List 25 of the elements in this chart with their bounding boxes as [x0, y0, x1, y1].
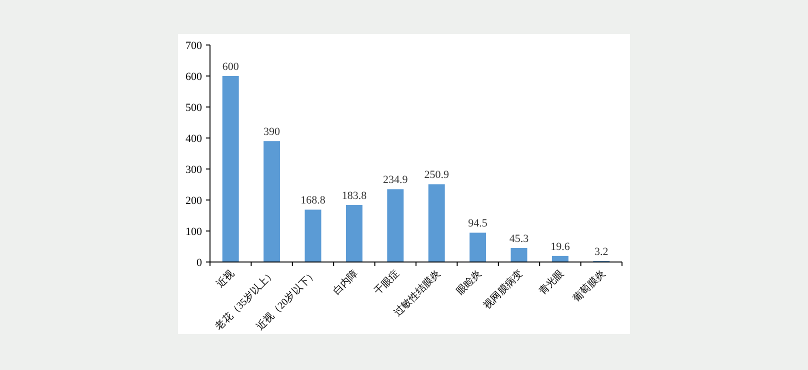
x-tick-label: 白内障: [330, 268, 360, 298]
y-tick-label: 700: [186, 40, 202, 52]
x-tick-label: 青光眼: [536, 268, 566, 298]
x-tick-label: 近视: [214, 268, 237, 290]
x-tick-label: 视网膜病变: [481, 268, 526, 312]
y-tick-label: 500: [186, 102, 202, 114]
data-label: 45.3: [509, 232, 530, 245]
y-tick-label: 400: [186, 133, 202, 145]
data-label: 3.2: [594, 246, 608, 258]
data-label: 600: [222, 61, 240, 73]
data-label: 390: [264, 126, 281, 138]
data-label: 183.8: [342, 190, 368, 202]
y-tick-label: 200: [186, 195, 202, 207]
y-tick-label: 300: [186, 164, 202, 176]
x-tick-label: 干眼症: [372, 268, 402, 298]
y-tick-label: 0: [196, 257, 202, 269]
x-tick-label: 眼睑炎: [454, 268, 484, 298]
data-label: 168.8: [300, 194, 326, 207]
data-label: 19.6: [550, 240, 570, 253]
data-label: 94.5: [468, 218, 488, 230]
x-tick-label: 葡萄膜炎: [570, 268, 608, 304]
data-label: 250.9: [424, 169, 450, 182]
y-tick-label: 100: [186, 226, 202, 238]
data-label: 234.9: [383, 174, 408, 186]
y-tick-label: 600: [186, 71, 202, 83]
